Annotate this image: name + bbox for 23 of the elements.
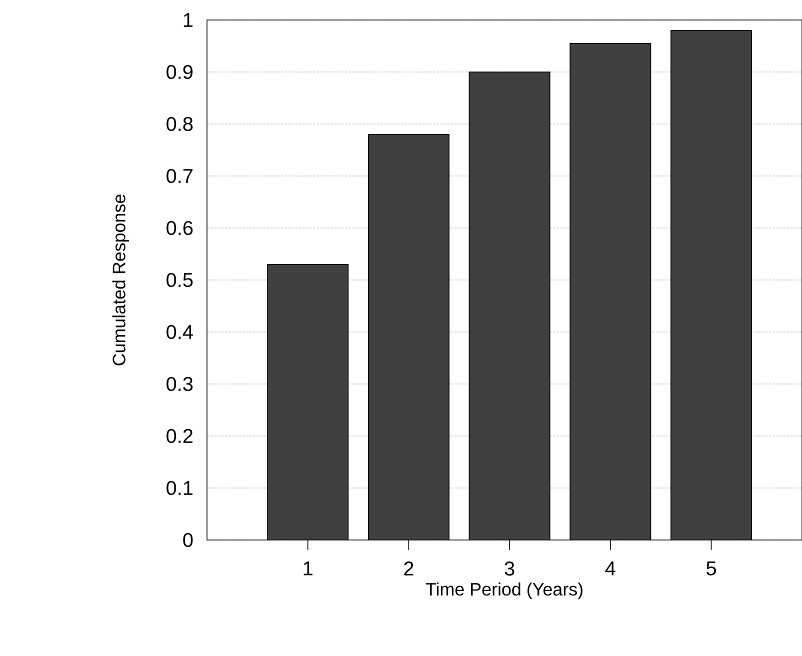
bar (570, 43, 651, 540)
y-axis-title: Cumulated Response (112, 194, 129, 366)
bar (670, 30, 752, 540)
x-tick-label: 3 (504, 562, 514, 576)
x-tick-label: 4 (605, 562, 616, 576)
y-tick-label: 0.8 (166, 116, 193, 132)
y-tick-label: 0.4 (166, 324, 193, 340)
y-tick-label: 0.7 (166, 168, 192, 184)
x-axis-title: Time Period (Years) (426, 582, 582, 600)
bar (368, 134, 450, 540)
y-tick-label: 0.9 (166, 64, 193, 80)
y-tick-label: 0.5 (166, 272, 193, 288)
y-tick-label: 0.6 (166, 220, 193, 236)
x-tick-label: 1 (304, 562, 312, 576)
y-tick-label: 1 (184, 13, 193, 27)
bar (268, 264, 348, 540)
y-tick-label: 0.2 (166, 428, 192, 444)
y-tick-label: 0 (183, 532, 193, 548)
x-tick-label: 5 (706, 562, 716, 576)
y-tick-label: 0.1 (166, 480, 193, 496)
y-tick-label: 0.3 (166, 376, 193, 392)
x-tick-label: 2 (404, 562, 414, 576)
bar (469, 72, 550, 540)
